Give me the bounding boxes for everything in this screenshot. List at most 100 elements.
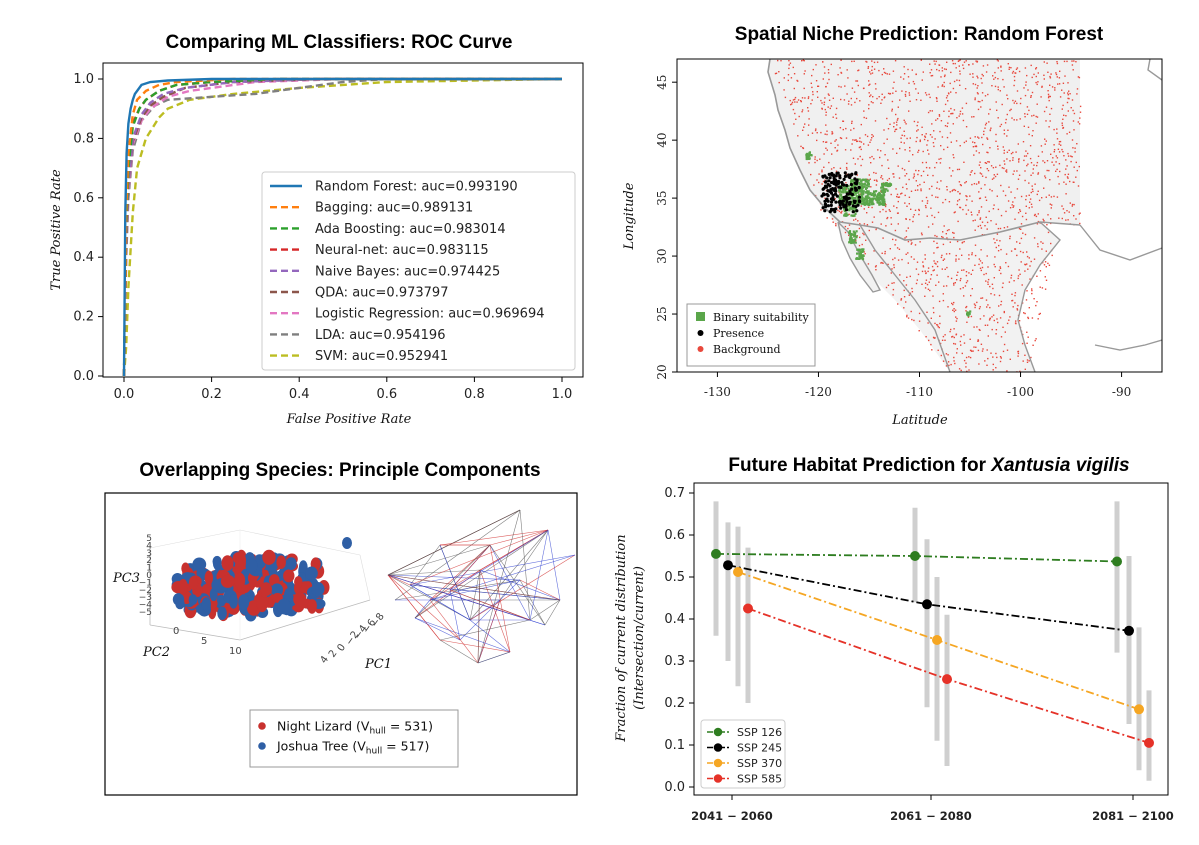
background-point [1011,299,1014,302]
background-point [913,175,915,177]
pca-point [211,579,224,592]
background-point [922,170,925,173]
pacific-coastline [767,59,826,209]
background-point [816,139,818,142]
presence-point [845,192,849,196]
background-point [854,240,856,242]
background-point [1004,194,1007,197]
suitability-cell [878,199,881,202]
background-point [965,181,967,183]
background-point [936,265,939,268]
background-point [987,161,989,163]
future-y-label-line2: (Intersection/current) [632,566,647,710]
background-point [981,350,984,352]
background-point [954,343,957,345]
background-point [1047,214,1049,216]
background-point [948,229,950,231]
background-point [988,210,990,213]
suitability-cell [857,181,860,184]
suitability-cell [880,198,883,201]
background-point [817,85,820,87]
background-point [807,110,810,112]
background-point [929,72,931,74]
background-point [958,65,960,67]
background-point [1044,143,1046,145]
hull-edge [489,529,549,546]
background-point [1018,161,1020,163]
background-point [1010,152,1013,155]
background-point [1079,111,1082,113]
background-point [1006,158,1008,160]
background-point [812,68,814,71]
background-point [1064,75,1066,77]
background-point [1041,86,1043,88]
background-point [963,295,965,297]
background-point [907,76,910,78]
background-point [920,232,923,234]
background-point [1049,179,1051,181]
background-point [835,224,837,227]
background-point [950,71,952,74]
background-point [1047,262,1049,265]
background-point [984,124,987,126]
background-point [978,363,980,365]
background-point [918,312,921,315]
background-point [871,65,873,68]
background-point [1074,147,1076,149]
suitability-cell [840,190,843,193]
background-point [1036,103,1038,105]
background-point [931,214,933,217]
background-point [903,296,906,298]
background-point [929,278,932,280]
background-point [1036,164,1038,167]
background-point [844,225,847,228]
background-point [1065,219,1067,221]
background-point [853,60,855,62]
suitability-cell [882,203,885,206]
background-point [893,282,895,284]
pca-point [269,574,280,587]
background-point [972,63,974,65]
background-point [928,93,930,96]
background-point [986,364,988,366]
background-point [974,264,976,266]
background-point [992,356,994,358]
background-point [936,274,938,276]
presence-point [821,206,825,210]
suitability-cell [866,196,869,199]
background-point [814,156,816,158]
background-point [863,233,865,236]
background-point [1036,193,1038,196]
background-point [1019,118,1021,120]
suitability-cell [850,241,853,245]
background-point [990,165,993,167]
background-point [965,362,967,364]
background-point [912,154,914,156]
background-point [920,175,923,177]
background-point [1033,114,1035,117]
suitability-cell [877,194,880,197]
suitability-cell [852,230,855,233]
background-point [811,99,813,101]
background-point [912,177,915,179]
background-point [880,102,882,104]
suitability-cell [880,195,883,198]
background-point [1002,326,1004,328]
background-point [1077,185,1080,187]
background-point [968,356,970,358]
background-point [986,64,989,66]
background-point [924,258,926,260]
background-point [1063,60,1066,63]
suitability-cell [864,178,868,181]
presence-point [848,191,853,196]
suitability-cell [854,192,857,195]
background-point [1026,263,1028,265]
background-point [956,203,958,206]
background-point [982,75,984,77]
background-point [993,177,995,179]
background-point [847,77,849,79]
background-point [1006,135,1008,137]
background-point [1019,209,1021,211]
background-point [978,191,980,193]
background-point [1007,265,1010,268]
